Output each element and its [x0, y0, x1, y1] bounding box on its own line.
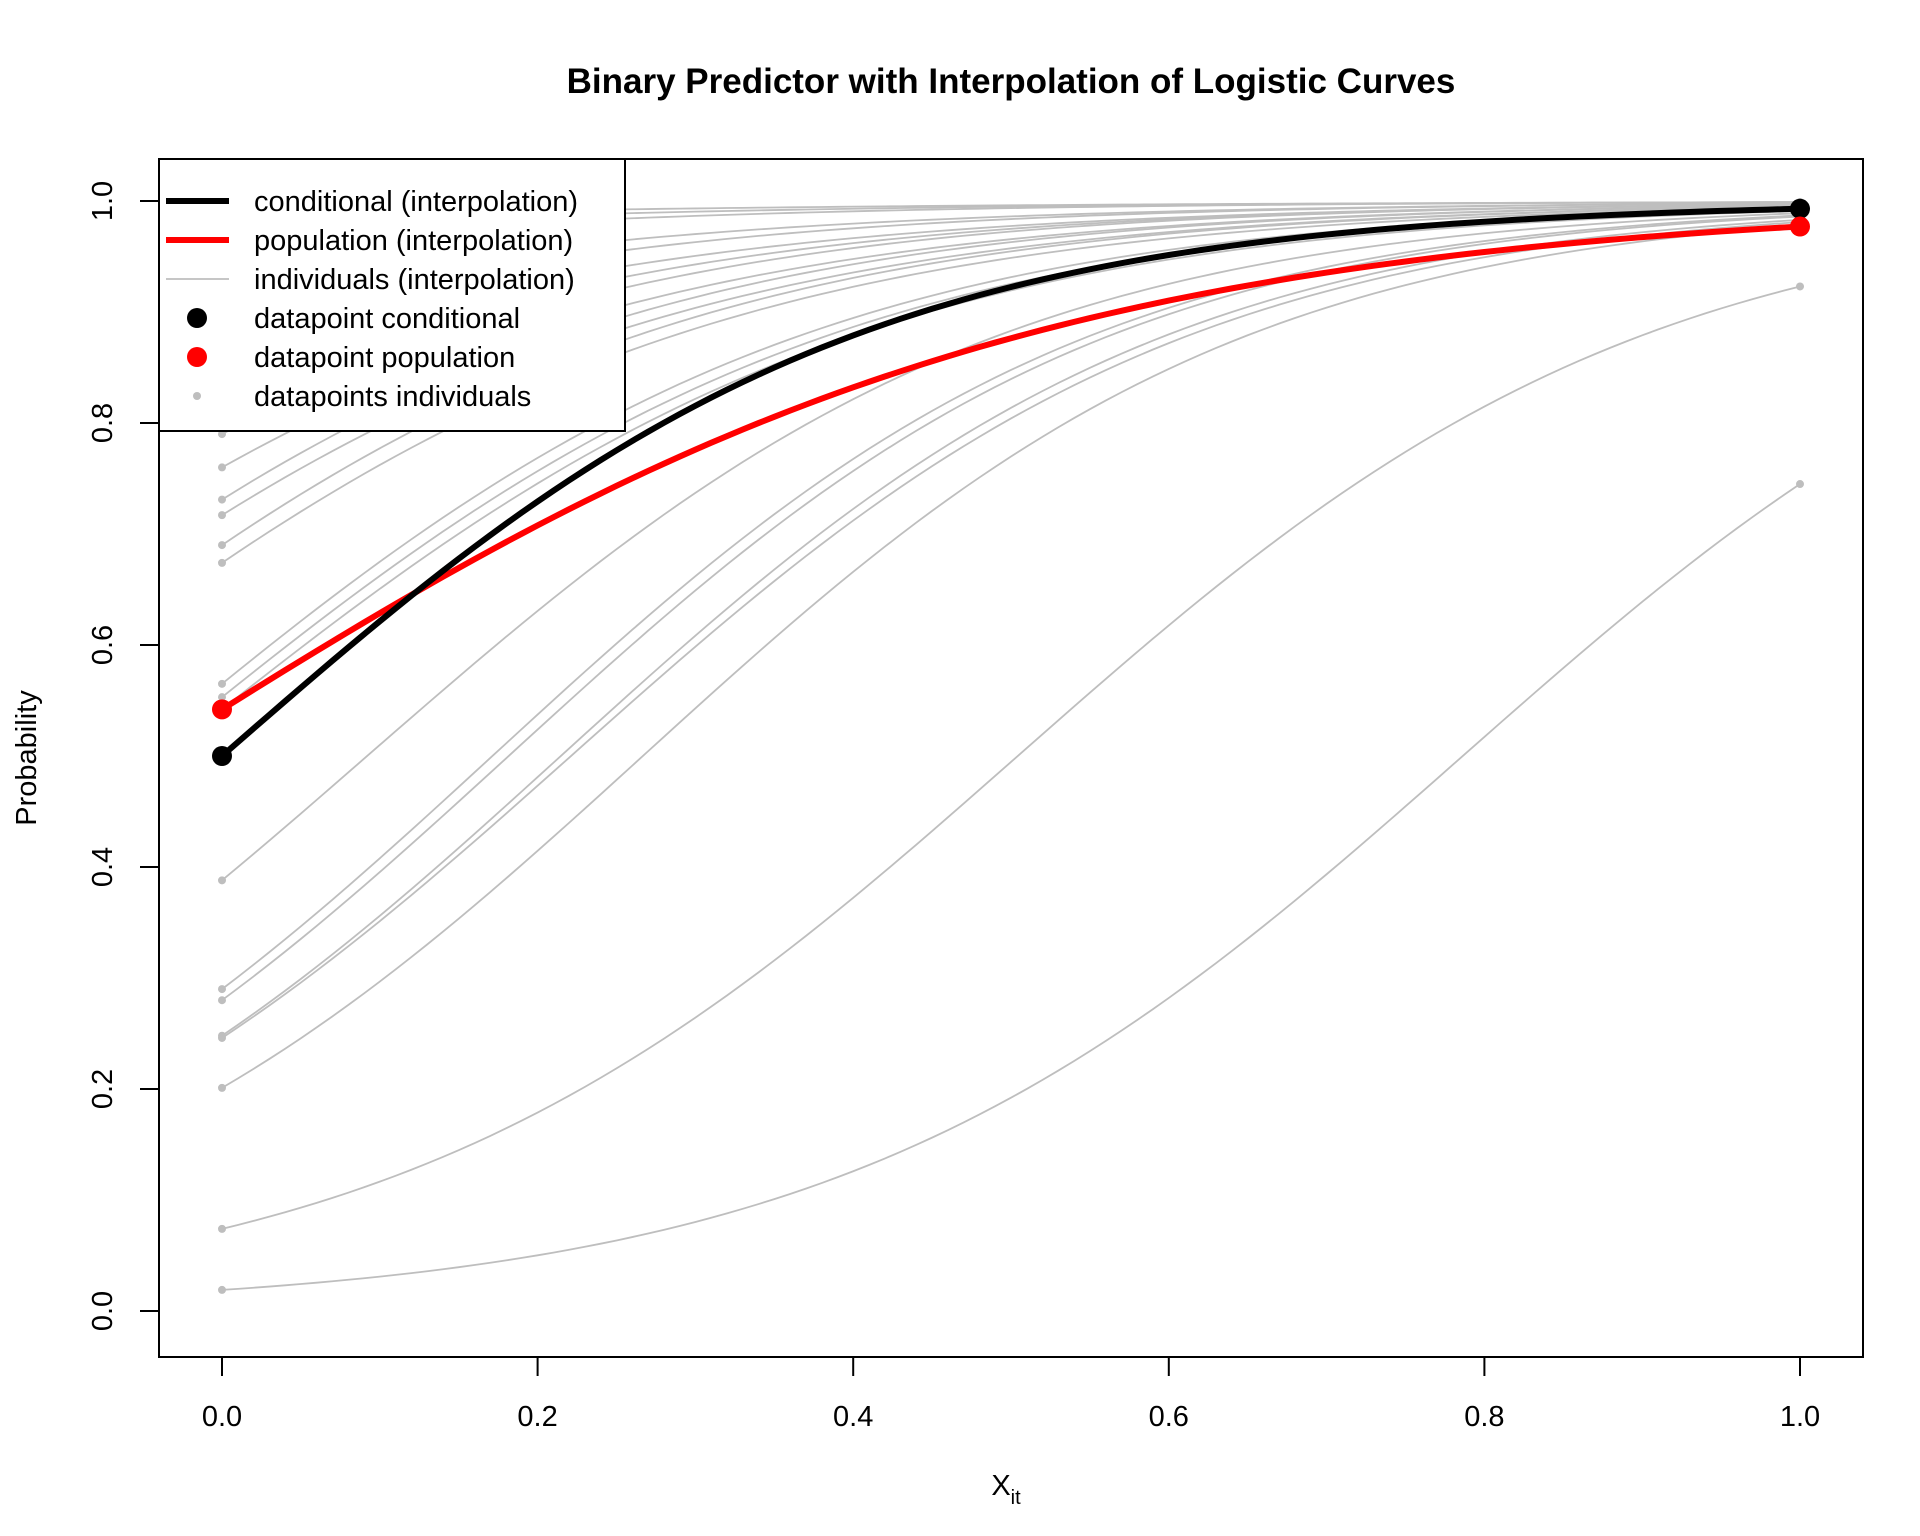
population-point-x1 — [1790, 216, 1810, 237]
individual-curve-9 — [221, 210, 1801, 711]
legend-swatch-6 — [193, 392, 201, 400]
individual-curve-8 — [221, 212, 1801, 882]
legend: conditional (interpolation) population (i… — [158, 158, 626, 432]
individual-point-x0-10 — [218, 693, 226, 702]
individual-point-x0-6 — [218, 996, 226, 1005]
individual-point-x1-1 — [1796, 480, 1804, 489]
population-curve — [220, 223, 1801, 712]
individual-point-x0-15 — [218, 495, 226, 504]
legend-label-3: individuals (interpolation) — [254, 264, 575, 296]
individual-curve-1 — [221, 483, 1801, 1291]
y-tick-label-4: 0.6 — [87, 625, 119, 665]
y-tick-label-3: 0.4 — [87, 847, 119, 887]
legend-label-5: datapoint population — [254, 342, 515, 374]
individual-point-x0-1 — [218, 1285, 226, 1294]
individual-curve-7 — [221, 214, 1801, 990]
individual-point-x0-14 — [218, 511, 226, 520]
y-axis-label: Probability — [11, 690, 43, 826]
conditional-point-x0 — [212, 746, 232, 766]
y-tick-label-2: 0.2 — [87, 1069, 119, 1109]
individual-point-x0-2 — [218, 1224, 226, 1233]
individual-point-x1-2 — [1796, 282, 1804, 291]
legend-entries: conditional (interpolation) population (i… — [166, 186, 578, 413]
legend-swatch-5 — [187, 347, 207, 367]
plot-curves — [220, 201, 1801, 1291]
y-axis: 0.0 0.2 0.4 0.6 0.8 1.0 — [87, 181, 160, 1331]
individual-point-x0-8 — [218, 876, 226, 885]
legend-label-4: datapoint conditional — [254, 303, 520, 335]
individual-curve-2 — [221, 285, 1801, 1230]
x-tick-label-1: 0.0 — [202, 1401, 242, 1433]
individual-point-x0-17 — [218, 430, 226, 439]
x-tick-label-3: 0.4 — [833, 1401, 873, 1433]
population-point-x0 — [212, 699, 232, 720]
x-tick-label-2: 0.2 — [517, 1401, 557, 1433]
individual-curve-3 — [221, 224, 1801, 1089]
legend-swatch-4 — [187, 308, 207, 328]
individual-point-x0-3 — [218, 1083, 226, 1092]
legend-box — [158, 158, 626, 432]
y-tick-label-1: 0.0 — [87, 1291, 119, 1331]
x-tick-label-4: 0.6 — [1149, 1401, 1189, 1433]
x-axis-label: Xit — [991, 1470, 1021, 1509]
legend-label-6: datapoints individuals — [254, 381, 531, 413]
x-tick-label-5: 0.8 — [1464, 1401, 1504, 1433]
y-tick-label-6: 1.0 — [87, 181, 119, 221]
conditional-point-x1 — [1790, 198, 1810, 219]
legend-label-2: population (interpolation) — [254, 225, 573, 257]
x-tick-label-6: 1.0 — [1780, 1401, 1820, 1433]
individual-point-x0-13 — [218, 541, 226, 550]
individual-point-x0-11 — [218, 679, 226, 688]
legend-label-1: conditional (interpolation) — [254, 186, 578, 218]
chart-title: Binary Predictor with Interpolation of L… — [567, 62, 1456, 101]
y-tick-label-5: 0.8 — [87, 403, 119, 443]
individual-point-x0-16 — [218, 463, 226, 472]
individual-curve-6 — [221, 215, 1801, 1001]
conditional-curve — [220, 205, 1801, 759]
individual-point-x0-7 — [218, 985, 226, 994]
x-axis: 0.0 0.2 0.4 0.6 0.8 1.0 — [202, 1356, 1820, 1433]
x-axis-label-subscript: it — [1011, 1487, 1021, 1509]
x-axis-label-main: X — [991, 1470, 1010, 1502]
individual-point-x0-12 — [218, 558, 226, 567]
individual-point-x0-5 — [218, 1031, 226, 1040]
